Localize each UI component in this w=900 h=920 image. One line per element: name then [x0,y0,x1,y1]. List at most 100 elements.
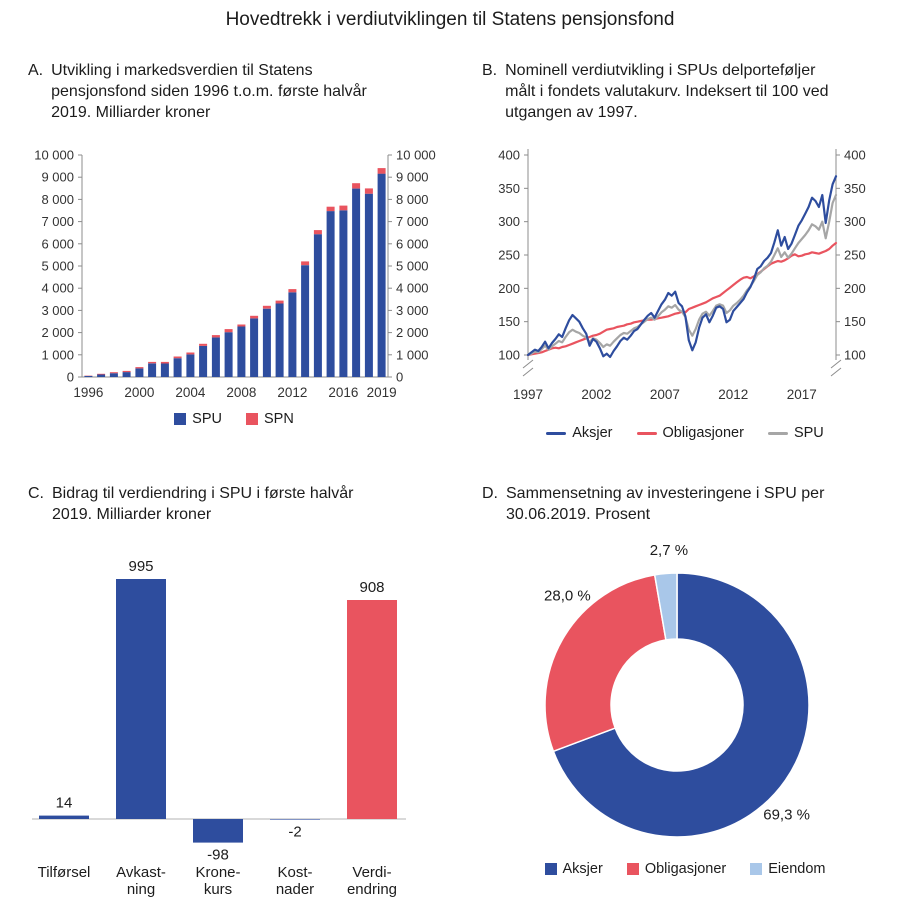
bar-spn [135,367,144,369]
y-tick-label: 10 000 [34,148,74,163]
series-obligasjoner [526,242,838,357]
bar-spn [237,324,246,327]
panel-d-letter: D. [482,485,498,502]
panel-b-title: Nominell verdiutvikling i SPUs delportef… [505,62,829,122]
axes-b: 100 100 150 150 200 200 250 250 300 300 350 350 400 4… [498,148,865,403]
bar-spu [352,188,361,378]
bar-spn [148,362,157,364]
x-tick-label: 2008 [226,385,256,400]
y-tick-label: 0 [396,370,403,385]
y-tick-label: 0 [67,370,74,385]
bar-spu [301,265,310,378]
panel-b-letter: B. [482,62,498,79]
bar-spn [364,188,373,195]
panel-c: C. Bidrag til verdiendring i SPU i først… [28,483,440,901]
x-tick-label: 2019 [367,385,397,400]
y-tick-label: 100 [844,348,866,363]
bar-spu [173,358,182,378]
x-tick-label: 2017 [787,387,817,402]
y-tick-label: 200 [844,281,866,296]
bar-spu [250,318,259,378]
y-tick-label: 250 [498,248,520,263]
panel-d-title: Sammensetning av investeringene i SPU pe… [506,485,825,524]
category-label: Kost- [277,864,312,881]
bar-spn [275,300,284,304]
legend-d: Aksjer Obligasjoner Eiendom [482,861,888,877]
y-tick-label: 10 000 [396,148,436,163]
category-label: Avkast- [116,864,166,881]
bar-spn [186,352,195,355]
series-aksjer [526,175,838,359]
bar-4 [347,600,397,820]
bar-spu [237,326,246,378]
y-tick-label: 400 [844,148,866,163]
bar-spu [97,374,106,378]
panel-a-letter: A. [28,62,44,79]
axis-break [830,367,842,377]
bar-spn [326,207,335,212]
value-label: 14 [56,795,73,812]
category-label: endring [347,881,397,898]
legend-label-d-aksjer: Aksjer [562,861,603,878]
y-tick-label: 5 000 [396,259,429,274]
bar-spu [211,337,220,378]
legend-item-d-aksjer: Aksjer [544,861,603,878]
y-tick-label: 7 000 [396,214,429,229]
bar-spn [109,372,118,374]
bar-spn [339,205,348,211]
bar-spu [377,173,386,378]
aksjer-color-swatch [544,863,557,876]
bar-spn [352,183,361,189]
legend-item-obligasjoner: Obligasjoner [636,425,744,441]
y-tick-label: 2 000 [396,325,429,340]
y-tick-label: 8 000 [41,192,74,207]
y-tick-label: 100 [498,348,520,363]
panel-a-title: Utvikling i markedsverdien til Statens p… [51,62,367,122]
bar-spu [262,309,271,378]
y-tick-label: 2 000 [41,325,74,340]
axes-a: 0 0 1 000 1 000 2 000 2 000 3 000 3 000 4 000 4 0… [34,148,436,385]
bar-spu [326,211,335,378]
bar-spn [224,329,233,333]
category-label: Tilførsel [38,864,91,881]
panel-a-heading: A. Utvikling i markedsverdien til Staten… [28,60,440,123]
slice-label: 2,7 % [650,542,688,559]
x-tick-label: 2016 [328,385,358,400]
figure-title: Hovedtrekk i verdiutviklingen til Staten… [225,9,675,30]
y-tick-label: 400 [498,148,520,163]
axis-break [522,359,534,369]
bar-spn [173,356,182,359]
bar-3 [270,819,320,820]
bar-spn [160,362,169,364]
line-chart: 100 100 150 150 200 200 250 250 300 300 350 350 400 4… [498,148,865,403]
slice-obligasjoner [544,574,667,753]
stacked-bar-chart: 0 0 1 000 1 000 2 000 2 000 3 000 3 000 4 000 4 0… [34,148,436,401]
category-label: kurs [204,881,232,898]
bar-spu [313,234,322,378]
bar-0 [39,815,89,820]
category-label: Krone- [195,864,240,881]
value-label: -2 [288,824,301,841]
y-tick-label: 350 [844,181,866,196]
bar-2 [193,819,243,843]
bar-spu [199,346,208,378]
y-tick-label: 3 000 [396,303,429,318]
legend-item-d-eiendom: Eiendom [750,861,825,877]
legend-b: Aksjer Obligasjoner SPU [482,425,888,441]
panel-d: D. Sammensetning av investeringene i SPU… [482,483,888,877]
value-label: 995 [128,559,153,575]
legend-item-spn: SPN [246,411,294,427]
y-tick-label: 4 000 [41,281,74,296]
panel-d-heading: D. Sammensetning av investeringene i SPU… [482,483,888,525]
y-tick-label: 8 000 [396,192,429,207]
panel-a: A. Utvikling i markedsverdien til Staten… [28,60,440,427]
category-label: nader [276,881,314,898]
panel-b: B. Nominell verdiutvikling i SPUs delpor… [482,60,888,441]
y-tick-label: 9 000 [396,170,429,185]
x-tick-label: 2012 [277,385,307,400]
y-tick-label: 300 [844,215,866,230]
y-tick-label: 350 [498,181,520,196]
bar-spu [109,373,118,378]
bar-spu [224,332,233,378]
